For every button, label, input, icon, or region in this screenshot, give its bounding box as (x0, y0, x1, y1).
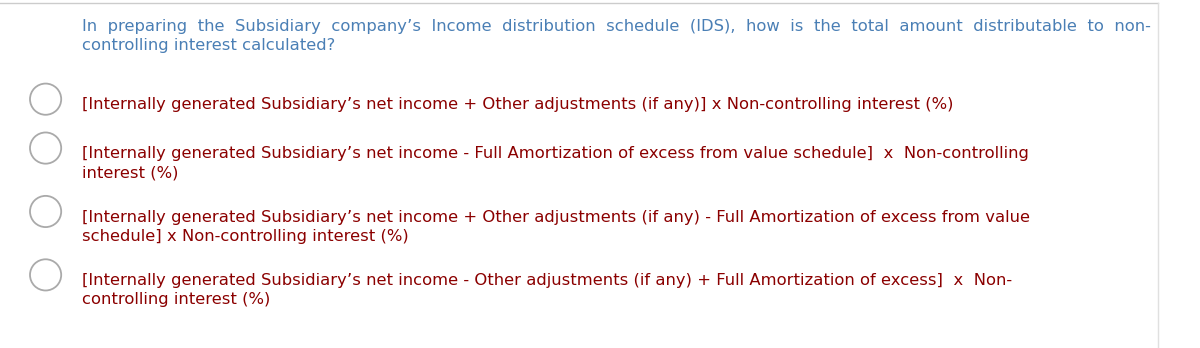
Text: [Internally generated Subsidiary’s net income - Other adjustments (if any) + Ful: [Internally generated Subsidiary’s net i… (82, 273, 1012, 288)
Text: In  preparing  the  Subsidiary  company’s  Income  distribution  schedule  (IDS): In preparing the Subsidiary company’s In… (82, 19, 1151, 34)
Text: [Internally generated Subsidiary’s net income + Other adjustments (if any)] x No: [Internally generated Subsidiary’s net i… (82, 97, 953, 112)
Text: controlling interest calculated?: controlling interest calculated? (82, 38, 335, 53)
Text: interest (%): interest (%) (82, 166, 178, 181)
Text: controlling interest (%): controlling interest (%) (82, 292, 270, 307)
Text: [Internally generated Subsidiary’s net income - Full Amortization of excess from: [Internally generated Subsidiary’s net i… (82, 147, 1028, 161)
Text: [Internally generated Subsidiary’s net income + Other adjustments (if any) - Ful: [Internally generated Subsidiary’s net i… (82, 210, 1030, 225)
Text: schedule] x Non-controlling interest (%): schedule] x Non-controlling interest (%) (82, 229, 408, 244)
